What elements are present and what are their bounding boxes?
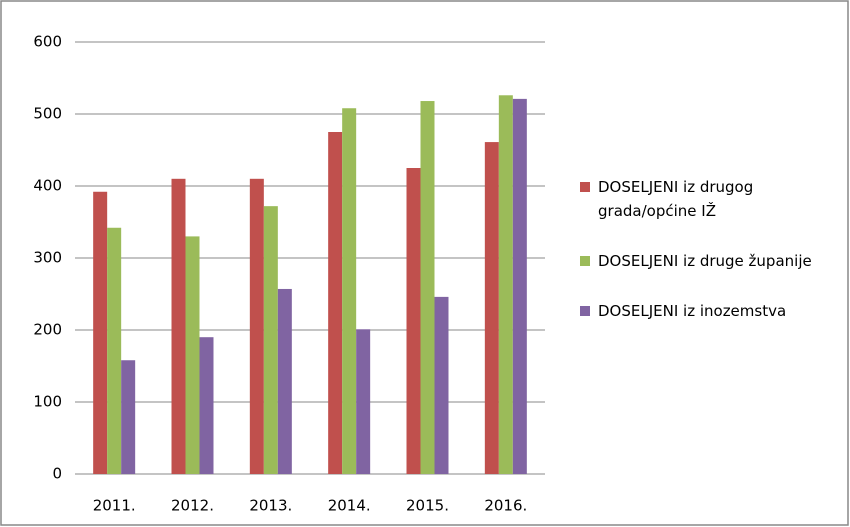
bar — [420, 101, 435, 474]
bar — [328, 132, 343, 474]
bar — [263, 206, 278, 474]
bar — [277, 288, 292, 474]
legend-label: DOSELJENI iz drugog grada/općine IŽ — [598, 178, 754, 220]
x-tick-label: 2014. — [328, 497, 371, 515]
bar — [107, 227, 122, 474]
bar — [121, 360, 136, 474]
bar — [185, 236, 200, 474]
x-tick-label: 2012. — [171, 497, 214, 515]
bar — [484, 142, 499, 474]
bar — [498, 95, 513, 474]
legend-label: DOSELJENI iz inozemstva — [598, 302, 787, 320]
bar — [93, 191, 108, 474]
legend-swatch — [580, 182, 590, 192]
legend-swatch — [580, 256, 590, 266]
bar — [356, 329, 371, 474]
legend-item: DOSELJENI iz inozemstva — [580, 299, 828, 323]
y-tick-label: 400 — [33, 177, 62, 195]
bar — [171, 178, 186, 475]
x-tick-label: 2015. — [406, 497, 449, 515]
y-tick-label: 0 — [52, 465, 62, 483]
legend-item: DOSELJENI iz drugog grada/općine IŽ — [580, 175, 828, 223]
legend-item: DOSELJENI iz druge županije — [580, 249, 828, 273]
x-tick-label: 2011. — [93, 497, 136, 515]
bar — [512, 98, 527, 474]
legend-label: DOSELJENI iz druge županije — [598, 252, 812, 270]
bar — [249, 178, 264, 475]
bar — [342, 108, 357, 475]
x-tick-label: 2013. — [249, 497, 292, 515]
y-tick-label: 200 — [33, 321, 62, 339]
y-tick-label: 100 — [33, 393, 62, 411]
x-tick-label: 2016. — [484, 497, 527, 515]
legend: DOSELJENI iz drugog grada/općine IŽ DOSEL… — [580, 175, 845, 349]
bar — [406, 168, 421, 474]
y-tick-label: 300 — [33, 249, 62, 267]
y-tick-label: 600 — [33, 33, 62, 51]
bar — [434, 296, 449, 474]
y-tick-label: 500 — [33, 105, 62, 123]
bar — [199, 337, 214, 474]
legend-swatch — [580, 306, 590, 316]
